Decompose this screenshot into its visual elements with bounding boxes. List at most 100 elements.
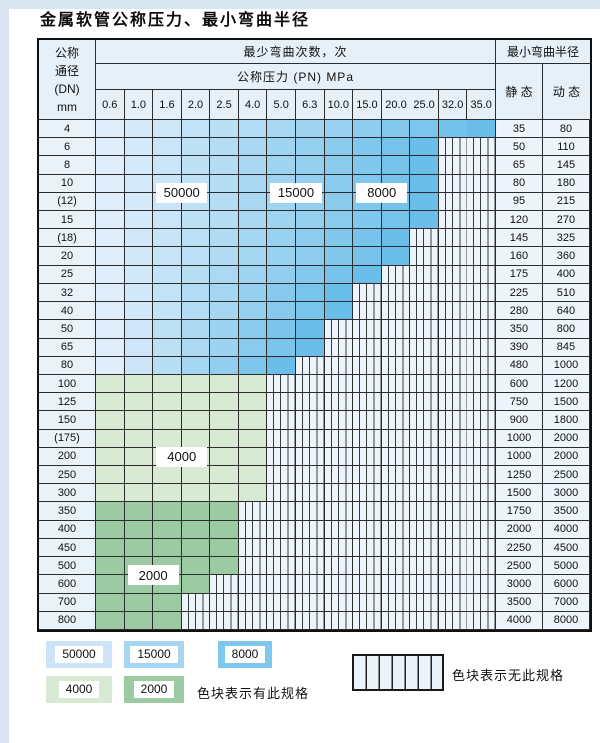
no-spec-cell (467, 356, 496, 375)
scan-edge-left (0, 0, 9, 743)
no-spec-cell (410, 302, 439, 321)
spec-available-cell (295, 120, 325, 139)
spec-available-cell (96, 302, 125, 321)
no-spec-cell (324, 611, 354, 630)
no-spec-cell (438, 575, 468, 594)
dynamic-radius-cell: 1800 (542, 411, 590, 430)
dynamic-radius-cell: 3000 (542, 484, 590, 503)
spec-available-cell (96, 138, 125, 157)
pressure-col-label: 6.3 (295, 90, 325, 120)
dynamic-radius-cell: 800 (542, 320, 590, 339)
pressure-col-label: 10.0 (324, 90, 354, 120)
static-radius-cell: 80 (495, 174, 543, 193)
static-radius-cell: 1000 (495, 447, 543, 467)
no-spec-cell (438, 611, 468, 630)
spec-available-cell (96, 356, 125, 375)
spec-available-cell (153, 502, 182, 521)
dn-cell: 80 (39, 356, 96, 375)
spec-available-cell (96, 411, 125, 430)
spec-available-cell (153, 156, 182, 175)
no-spec-cell (438, 265, 468, 284)
no-spec-cell (267, 484, 296, 503)
spec-available-cell (153, 538, 182, 558)
no-spec-cell (267, 575, 296, 594)
no-spec-cell (295, 466, 325, 485)
no-spec-cell (353, 484, 382, 503)
spec-available-cell (96, 120, 125, 139)
spec-available-cell (124, 138, 154, 157)
spec-available-cell (96, 283, 125, 303)
spec-available-cell (96, 247, 125, 266)
no-spec-cell (438, 156, 468, 175)
no-spec-cell (295, 538, 325, 558)
legend-no-spec-swatch (352, 654, 444, 691)
spec-available-cell (153, 429, 182, 448)
no-spec-cell (410, 557, 439, 576)
spec-available-cell (181, 320, 211, 339)
spec-available-cell (353, 174, 382, 193)
no-spec-cell (353, 575, 382, 594)
spec-available-cell (153, 484, 182, 503)
dn-cell: 10 (39, 174, 96, 193)
no-spec-cell (381, 393, 411, 412)
spec-available-cell (181, 302, 211, 321)
spec-available-cell (96, 447, 125, 467)
spec-available-cell (238, 429, 268, 448)
static-radius-cell: 50 (495, 138, 543, 157)
no-spec-cell (324, 520, 354, 539)
spec-available-cell (353, 247, 382, 266)
static-radius-cell: 350 (495, 320, 543, 339)
spec-available-cell (238, 374, 268, 394)
spec-available-cell (267, 120, 296, 139)
no-spec-cell (438, 447, 468, 467)
dn-cell: 250 (39, 466, 96, 485)
no-spec-cell (438, 429, 468, 448)
spec-available-cell (181, 520, 211, 539)
no-spec-cell (295, 611, 325, 630)
spec-available-cell (238, 265, 268, 284)
no-spec-cell (438, 211, 468, 230)
spec-available-cell (324, 120, 354, 139)
no-spec-cell (295, 411, 325, 430)
spec-available-cell (124, 447, 154, 467)
no-spec-cell (295, 593, 325, 612)
dn-cell: 600 (39, 575, 96, 594)
spec-available-cell (124, 192, 154, 212)
spec-available-cell (153, 393, 182, 412)
spec-available-cell (210, 302, 239, 321)
no-spec-cell (381, 356, 411, 375)
no-spec-cell (381, 575, 411, 594)
dn-header-line: 通径 (54, 63, 79, 78)
spec-available-cell (153, 192, 182, 212)
spec-available-cell (210, 520, 239, 539)
spec-available-cell (267, 283, 296, 303)
spec-available-cell (324, 192, 354, 212)
spec-available-cell (181, 192, 211, 212)
no-spec-cell (324, 374, 354, 394)
dynamic-radius-cell: 510 (542, 283, 590, 303)
spec-available-cell (210, 447, 239, 467)
spec-available-cell (295, 265, 325, 284)
spec-available-cell (324, 174, 354, 193)
spec-available-cell (410, 138, 439, 157)
pressure-col-label: 20.0 (381, 90, 411, 120)
spec-available-cell (153, 320, 182, 339)
pressure-col-label: 1.0 (124, 90, 154, 120)
spec-available-cell (267, 229, 296, 248)
no-spec-cell (381, 484, 411, 503)
no-spec-cell (438, 411, 468, 430)
spec-available-cell (124, 466, 154, 485)
no-spec-cell (381, 283, 411, 303)
spec-available-cell (124, 484, 154, 503)
spec-available-cell (353, 229, 382, 248)
spec-available-cell (124, 320, 154, 339)
nominal-pressure-header: 公称压力 (PN) MPa (96, 64, 496, 90)
no-spec-cell (381, 265, 411, 284)
dn-cell: (12) (39, 192, 96, 212)
spec-available-cell (96, 156, 125, 175)
static-radius-cell: 3500 (495, 593, 543, 612)
spec-available-cell (181, 466, 211, 485)
spec-available-cell (96, 265, 125, 284)
dynamic-radius-cell: 8000 (542, 611, 590, 630)
no-spec-cell (438, 192, 468, 212)
